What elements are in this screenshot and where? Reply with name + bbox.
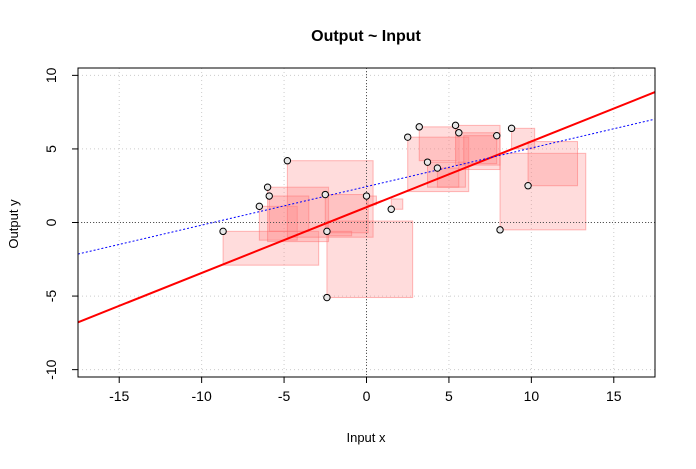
- data-point: [455, 129, 463, 137]
- data-point: [255, 202, 264, 211]
- residual-square: [267, 186, 330, 243]
- x-tick-label: 0: [363, 388, 371, 404]
- reference-fit-line: [77, 118, 656, 255]
- residual-square: [407, 136, 470, 193]
- residual-square: [390, 198, 404, 210]
- residual-square: [222, 230, 320, 266]
- data-point: [404, 133, 412, 141]
- data-point: [451, 121, 460, 130]
- points-layer: [219, 121, 532, 302]
- squares-layer: [222, 124, 587, 299]
- residual-square: [418, 126, 458, 162]
- y-tick-label: 5: [43, 145, 59, 153]
- x-axis-label: Input x: [346, 430, 386, 445]
- y-tick-label: 0: [43, 218, 59, 226]
- data-point: [493, 131, 501, 140]
- data-point: [415, 123, 423, 131]
- fitted-line: [77, 91, 656, 324]
- y-tick-label: 10: [43, 67, 59, 83]
- residual-square: [499, 152, 587, 231]
- data-point: [496, 226, 504, 234]
- y-tick-label: -10: [43, 359, 59, 379]
- data-point: [507, 124, 516, 133]
- x-tick-label: 5: [445, 388, 453, 404]
- regression-lines: [77, 91, 656, 324]
- data-point: [283, 157, 292, 165]
- residual-square: [324, 194, 369, 234]
- reference-lines: [78, 68, 655, 377]
- data-point: [362, 192, 371, 200]
- data-point: [263, 183, 272, 191]
- x-tick-label: -10: [192, 388, 212, 404]
- x-tick-label: 15: [606, 388, 622, 404]
- data-point: [387, 205, 395, 213]
- x-tick-label: 10: [524, 388, 540, 404]
- residual-square: [511, 127, 536, 150]
- data-point: [323, 293, 331, 302]
- y-axis: -10 -5 0 5 10: [43, 67, 78, 380]
- residual-square: [258, 205, 298, 241]
- chart-title: Output ~ Input: [311, 28, 421, 45]
- residual-square: [326, 220, 414, 299]
- data-point: [265, 192, 273, 200]
- residual-square: [455, 124, 501, 166]
- data-point: [433, 164, 442, 172]
- data-point: [323, 227, 331, 236]
- residual-square: [286, 160, 374, 238]
- data-point: [524, 182, 532, 190]
- y-tick-label: -5: [43, 290, 59, 303]
- x-tick-label: -5: [278, 388, 291, 404]
- data-point: [219, 227, 227, 236]
- residual-square: [458, 132, 501, 171]
- x-axis: -15 -10 -5 0 5 10 15: [109, 377, 622, 404]
- residual-square: [527, 141, 579, 187]
- y-axis-label: Output y: [6, 199, 21, 249]
- residual-square: [463, 135, 498, 165]
- data-point: [423, 158, 432, 166]
- residual-square: [268, 195, 310, 232]
- x-tick-label: -15: [109, 388, 129, 404]
- data-point: [321, 190, 329, 199]
